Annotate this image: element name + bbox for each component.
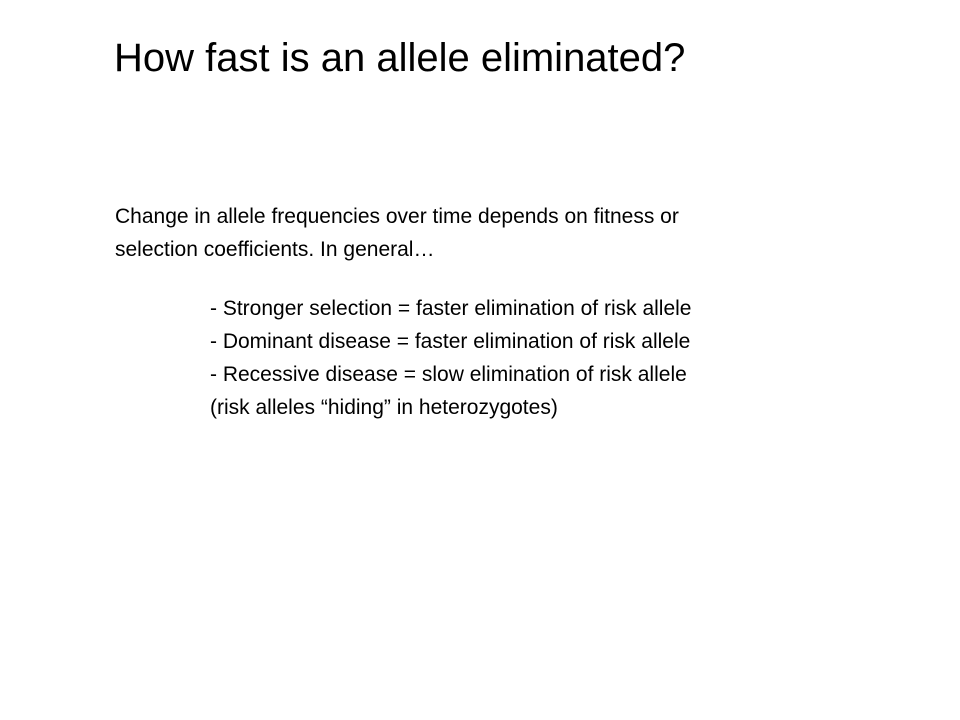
intro-paragraph: Change in allele frequencies over time d… [115, 200, 679, 266]
intro-line: Change in allele frequencies over time d… [115, 205, 679, 228]
slide-title: How fast is an allele eliminated? [114, 36, 686, 80]
intro-line: selection coefficients. In general… [115, 238, 435, 261]
bullet-list: - Stronger selection = faster eliminatio… [210, 292, 691, 424]
bullet-item: - Dominant disease = faster elimination … [210, 330, 691, 353]
bullet-item: (risk alleles “hiding” in heterozygotes) [210, 396, 558, 419]
bullet-item: - Recessive disease = slow elimination o… [210, 363, 687, 386]
bullet-item: - Stronger selection = faster eliminatio… [210, 297, 692, 320]
